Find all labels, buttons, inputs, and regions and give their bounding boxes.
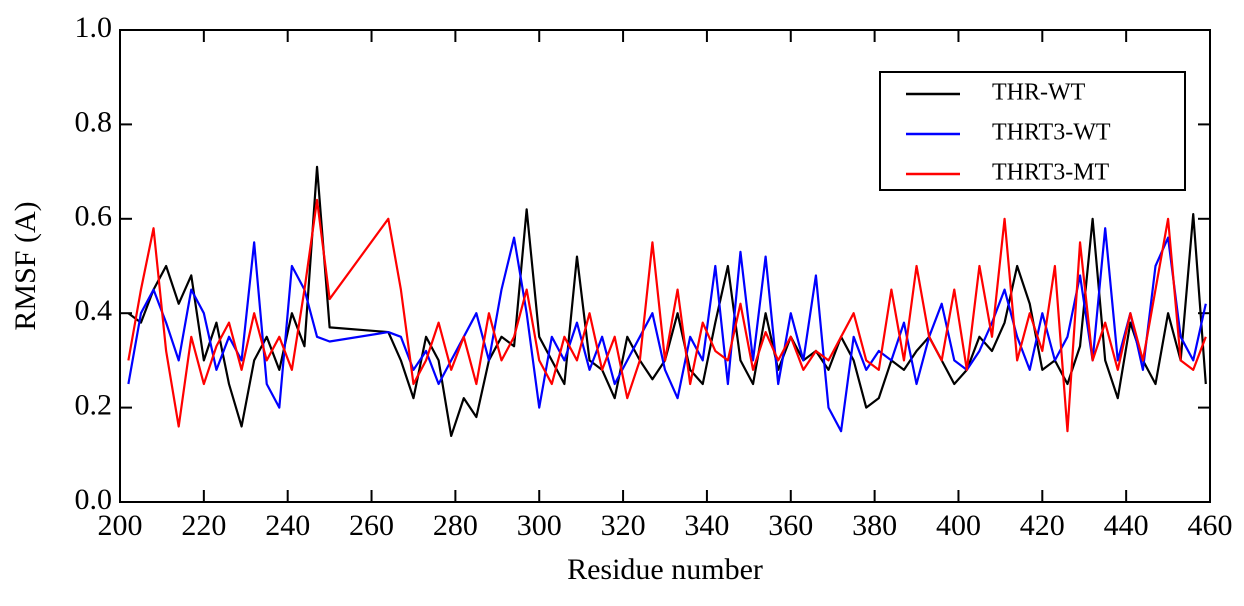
y-tick-label: 0.2 [75,388,113,421]
x-tick-label: 400 [936,509,981,542]
x-tick-label: 220 [181,509,226,542]
x-tick-label: 320 [601,509,646,542]
y-tick-label: 1.0 [75,11,113,44]
legend-label: THRT3-MT [992,160,1110,186]
x-tick-label: 380 [852,509,897,542]
x-tick-label: 240 [265,509,310,542]
x-tick-label: 360 [768,509,813,542]
x-tick-label: 200 [98,509,143,542]
legend-box [879,71,1186,191]
x-tick-label: 340 [684,509,729,542]
x-tick-label: 260 [349,509,394,542]
y-axis-label: RMSF (A) [9,201,42,330]
x-axis-label: Residue number [567,553,763,586]
series-line [127,165,1207,438]
legend-label: THR-WT [992,80,1086,106]
x-tick-label: 300 [517,509,562,542]
x-tick-label: 440 [1104,509,1149,542]
y-tick-label: 0.6 [75,200,113,233]
y-tick-label: 0.4 [75,294,113,327]
x-tick-label: 280 [433,509,478,542]
y-tick-label: 0.0 [75,483,113,516]
legend-label: THRT3-WT [992,120,1111,146]
series-line [127,198,1207,433]
series-line [127,227,1207,433]
x-tick-label: 460 [1188,509,1233,542]
y-tick-label: 0.8 [75,105,113,138]
plot-frame [119,29,1211,503]
x-tick-label: 420 [1020,509,1065,542]
